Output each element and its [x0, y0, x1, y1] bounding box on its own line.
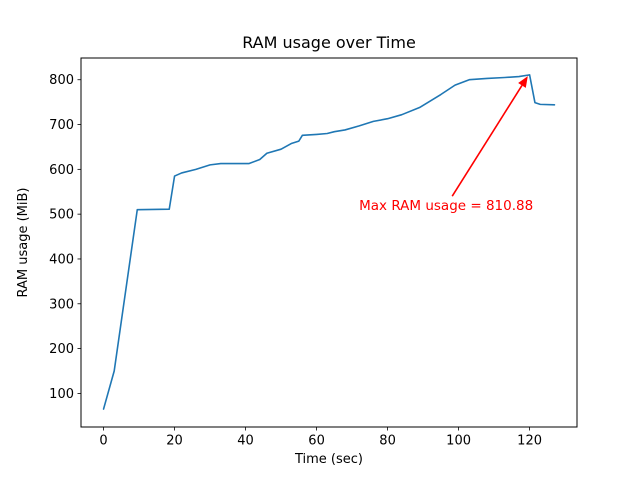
y-tick-label: 500 — [49, 208, 74, 223]
ram-usage-line — [102, 74, 556, 410]
x-tick-label: 60 — [308, 434, 325, 449]
y-axis-label: RAM usage (MiB) — [16, 188, 31, 298]
plot-area — [80, 57, 578, 428]
chart-title: RAM usage over Time — [242, 33, 416, 52]
y-tick-label: 600 — [49, 163, 74, 178]
x-tick-label: 120 — [517, 434, 542, 449]
x-axis-label: Time (sec) — [294, 452, 363, 467]
x-tick-label: 100 — [446, 434, 471, 449]
x-tick-label: 20 — [166, 434, 183, 449]
x-tick-label: 80 — [379, 434, 396, 449]
x-tick-label: 40 — [237, 434, 254, 449]
x-tick-label: 0 — [99, 434, 107, 449]
y-tick-label: 400 — [49, 252, 74, 267]
y-tick-label: 800 — [49, 73, 74, 88]
annotation-arrow-line — [451, 85, 523, 197]
max-ram-annotation-text: Max RAM usage = 810.88 — [359, 198, 533, 214]
annotation-arrow-head — [518, 76, 528, 88]
y-tick-label: 200 — [49, 342, 74, 357]
y-tick-label: 300 — [49, 297, 74, 312]
y-tick-label: 700 — [49, 118, 74, 133]
y-tick-label: 100 — [49, 387, 74, 402]
